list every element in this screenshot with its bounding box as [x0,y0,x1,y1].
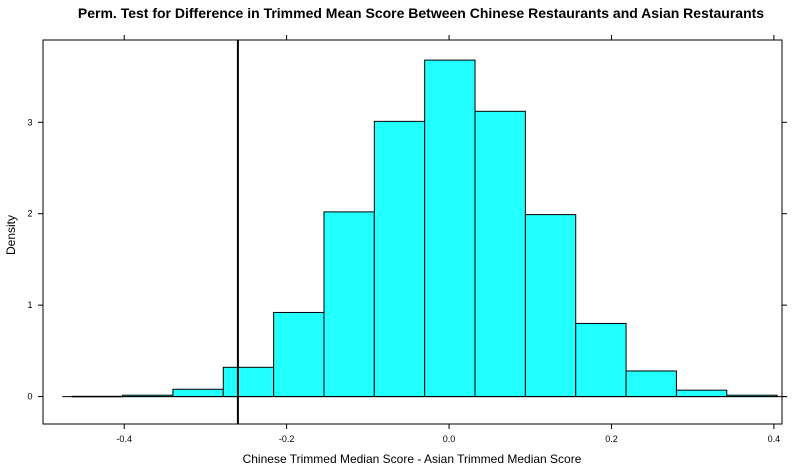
histogram-bar [373,120,426,398]
histogram-bar [675,389,728,398]
y-axis-ticks: 0 1 2 3 [27,117,787,402]
x-tick-label: 0.4 [768,434,781,444]
y-tick-label: 2 [27,209,32,219]
histogram-bar [625,370,677,398]
x-axis-label: Chinese Trimmed Median Score - Asian Tri… [243,452,582,466]
x-tick-label: 0.0 [443,434,456,444]
y-axis-label: Density [4,215,18,255]
histogram-bar [172,388,224,398]
histogram-bar [474,110,526,398]
plot-frame [42,39,783,425]
x-tick-label: -0.4 [116,434,132,444]
histogram-bar [575,322,627,398]
y-tick-label: 3 [27,117,32,127]
x-axis-ticks: -0.4 -0.2 0.0 0.2 0.4 [116,35,780,444]
histogram-bars [71,59,778,398]
chart-title: Perm. Test for Difference in Trimmed Mea… [78,5,764,21]
x-tick-label: 0.2 [605,434,618,444]
histogram-bar [424,59,476,398]
y-tick-label: 0 [27,392,32,402]
histogram-bar [524,214,577,398]
x-tick-label: -0.2 [279,434,295,444]
histogram-bar [222,366,275,398]
histogram-bar [273,311,325,398]
y-tick-label: 1 [27,300,32,310]
histogram-bar [323,211,375,398]
